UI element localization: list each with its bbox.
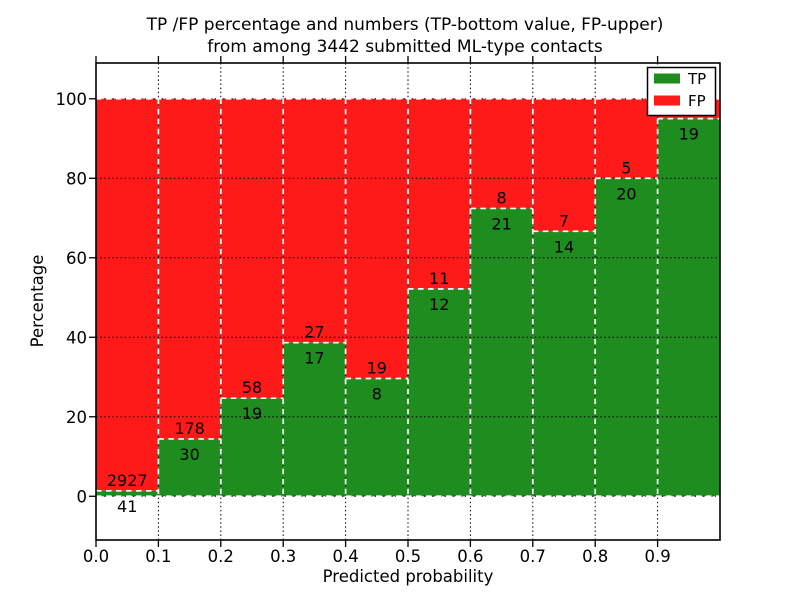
- y-tick-label: 0: [77, 487, 88, 506]
- tp-count-label: 12: [429, 295, 449, 314]
- tp-count-label: 14: [554, 237, 574, 256]
- fp-count-label: 11: [429, 269, 449, 288]
- bar-tp-segment: [158, 438, 221, 497]
- bar-tp-segment: [283, 342, 346, 497]
- x-tick-label: 0.2: [208, 547, 234, 566]
- legend-swatch-fp: [654, 95, 680, 106]
- x-tick-label: 0.5: [395, 547, 421, 566]
- tp-count-label: 17: [304, 349, 324, 368]
- x-tick-label: 0.6: [457, 547, 483, 566]
- fp-count-label: 58: [242, 378, 262, 397]
- fp-count-label: 27: [304, 323, 324, 342]
- bar-tp-segment: [345, 378, 408, 497]
- tp-count-label: 20: [616, 184, 636, 203]
- fp-count-label: 178: [174, 419, 205, 438]
- ticks-layer: [89, 56, 659, 547]
- bar-tp-segment: [408, 288, 471, 497]
- bar-tp-segment: [657, 118, 720, 497]
- bar-tp-segment: [532, 231, 596, 497]
- bar-fp-segment: [532, 98, 596, 232]
- y-tick-label: 100: [56, 90, 88, 109]
- x-tick-label: 0.1: [145, 547, 171, 566]
- legend-label-tp: TP: [687, 70, 706, 88]
- legend-swatch-tp: [654, 73, 680, 84]
- tick-labels-layer: 0.0 0.1 0.2 0.3 0.4 0.5 0.6 0.7 0.8 0.9 0 20 40 60 80 1…: [56, 90, 671, 566]
- tp-count-label: 30: [179, 445, 199, 464]
- bar-fp-segment: [408, 98, 471, 289]
- x-tick-label: 0.7: [520, 547, 546, 566]
- chart-title-line1: TP /FP percentage and numbers (TP-bottom…: [146, 15, 664, 35]
- tp-count-label: 19: [679, 125, 699, 144]
- bar-fp-segment: [220, 98, 284, 399]
- bar-fp-segment: [470, 98, 533, 209]
- fp-count-label: 8: [497, 188, 507, 207]
- y-tick-label: 80: [66, 169, 87, 188]
- bar-fp-segment: [345, 98, 408, 379]
- count-labels-layer: 2927 41 178 30 58 19 27 17 19 8 11 12 8 21 7 14 5 20 19: [107, 125, 699, 516]
- bars-layer: [96, 98, 720, 497]
- bar-edges-layer: [96, 97, 720, 498]
- legend-label-fp: FP: [688, 92, 706, 110]
- tp-count-label: 19: [242, 404, 262, 423]
- x-tick-label: 0.8: [582, 547, 608, 566]
- bar-fp-segment: [283, 98, 346, 343]
- tp-count-label: 41: [117, 497, 137, 516]
- fp-count-label: 19: [367, 358, 387, 377]
- legend-box: [646, 66, 717, 117]
- x-tick-label: 0.9: [644, 547, 670, 566]
- tp-count-label: 21: [491, 214, 511, 233]
- bar-fp-segment: [96, 98, 159, 491]
- y-tick-label: 20: [66, 408, 87, 427]
- bar-fp-segment: [158, 98, 221, 439]
- x-tick-label: 0.4: [332, 547, 358, 566]
- x-tick-label: 0.0: [83, 547, 109, 566]
- bar-tp-segment: [470, 208, 533, 497]
- bar-tp-segment: [96, 490, 159, 497]
- tp-count-label: 8: [372, 384, 382, 403]
- x-axis-label: Predicted probability: [323, 567, 494, 586]
- fp-count-label: 2927: [107, 471, 148, 490]
- y-tick-label: 40: [66, 328, 87, 347]
- fp-count-label: 7: [559, 211, 569, 230]
- legend: TP FP: [646, 66, 717, 117]
- bar-tp-segment: [220, 398, 284, 497]
- y-axis-label: Percentage: [28, 255, 47, 348]
- x-tick-label: 0.3: [270, 547, 296, 566]
- fp-count-label: 5: [621, 158, 631, 177]
- y-tick-label: 60: [66, 249, 87, 268]
- chart-title-line2: from among 3442 submitted ML-type contac…: [207, 37, 603, 57]
